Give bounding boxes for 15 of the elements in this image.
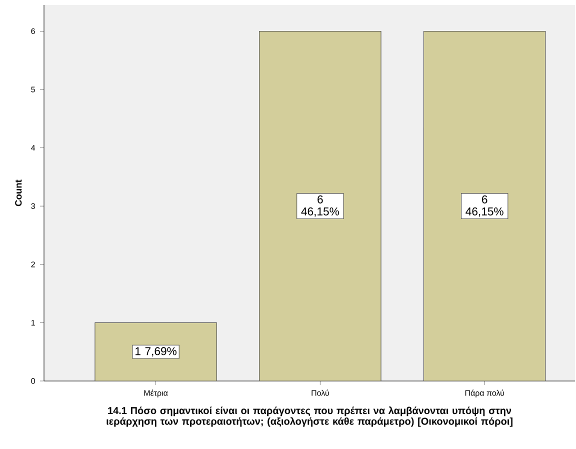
y-tick-label: 0 [31, 378, 35, 384]
y-tick-label: 1 [31, 320, 35, 326]
x-tick-label: Πολύ [312, 390, 329, 396]
x-tick-label: Μέτρια [144, 390, 168, 398]
x-tick-label: Πάρα πολύ [465, 390, 504, 398]
y-tick-label: 2 [31, 262, 35, 268]
y-tick-label: 3 [31, 203, 35, 209]
data-label: 6 46,15% [301, 195, 340, 217]
y-tick-label: 5 [31, 86, 35, 92]
data-label: 6 46,15% [466, 195, 504, 217]
x-axis-title: 14.1 Πόσο σημαντικοί είναι οι παράγοντες που πρέπει να λαμβάνονται υπόψη στην ιεράρχηση των προτεραιοτήτων; (αξιολογήστε κάθε παράμετρο) [Οικονομικοί πόροι] [106, 406, 512, 427]
y-tick-label: 6 [31, 28, 35, 34]
y-axis-title: Count [15, 180, 22, 206]
data-label: 1 7,69% [136, 347, 176, 357]
y-tick-label: 4 [31, 145, 36, 151]
